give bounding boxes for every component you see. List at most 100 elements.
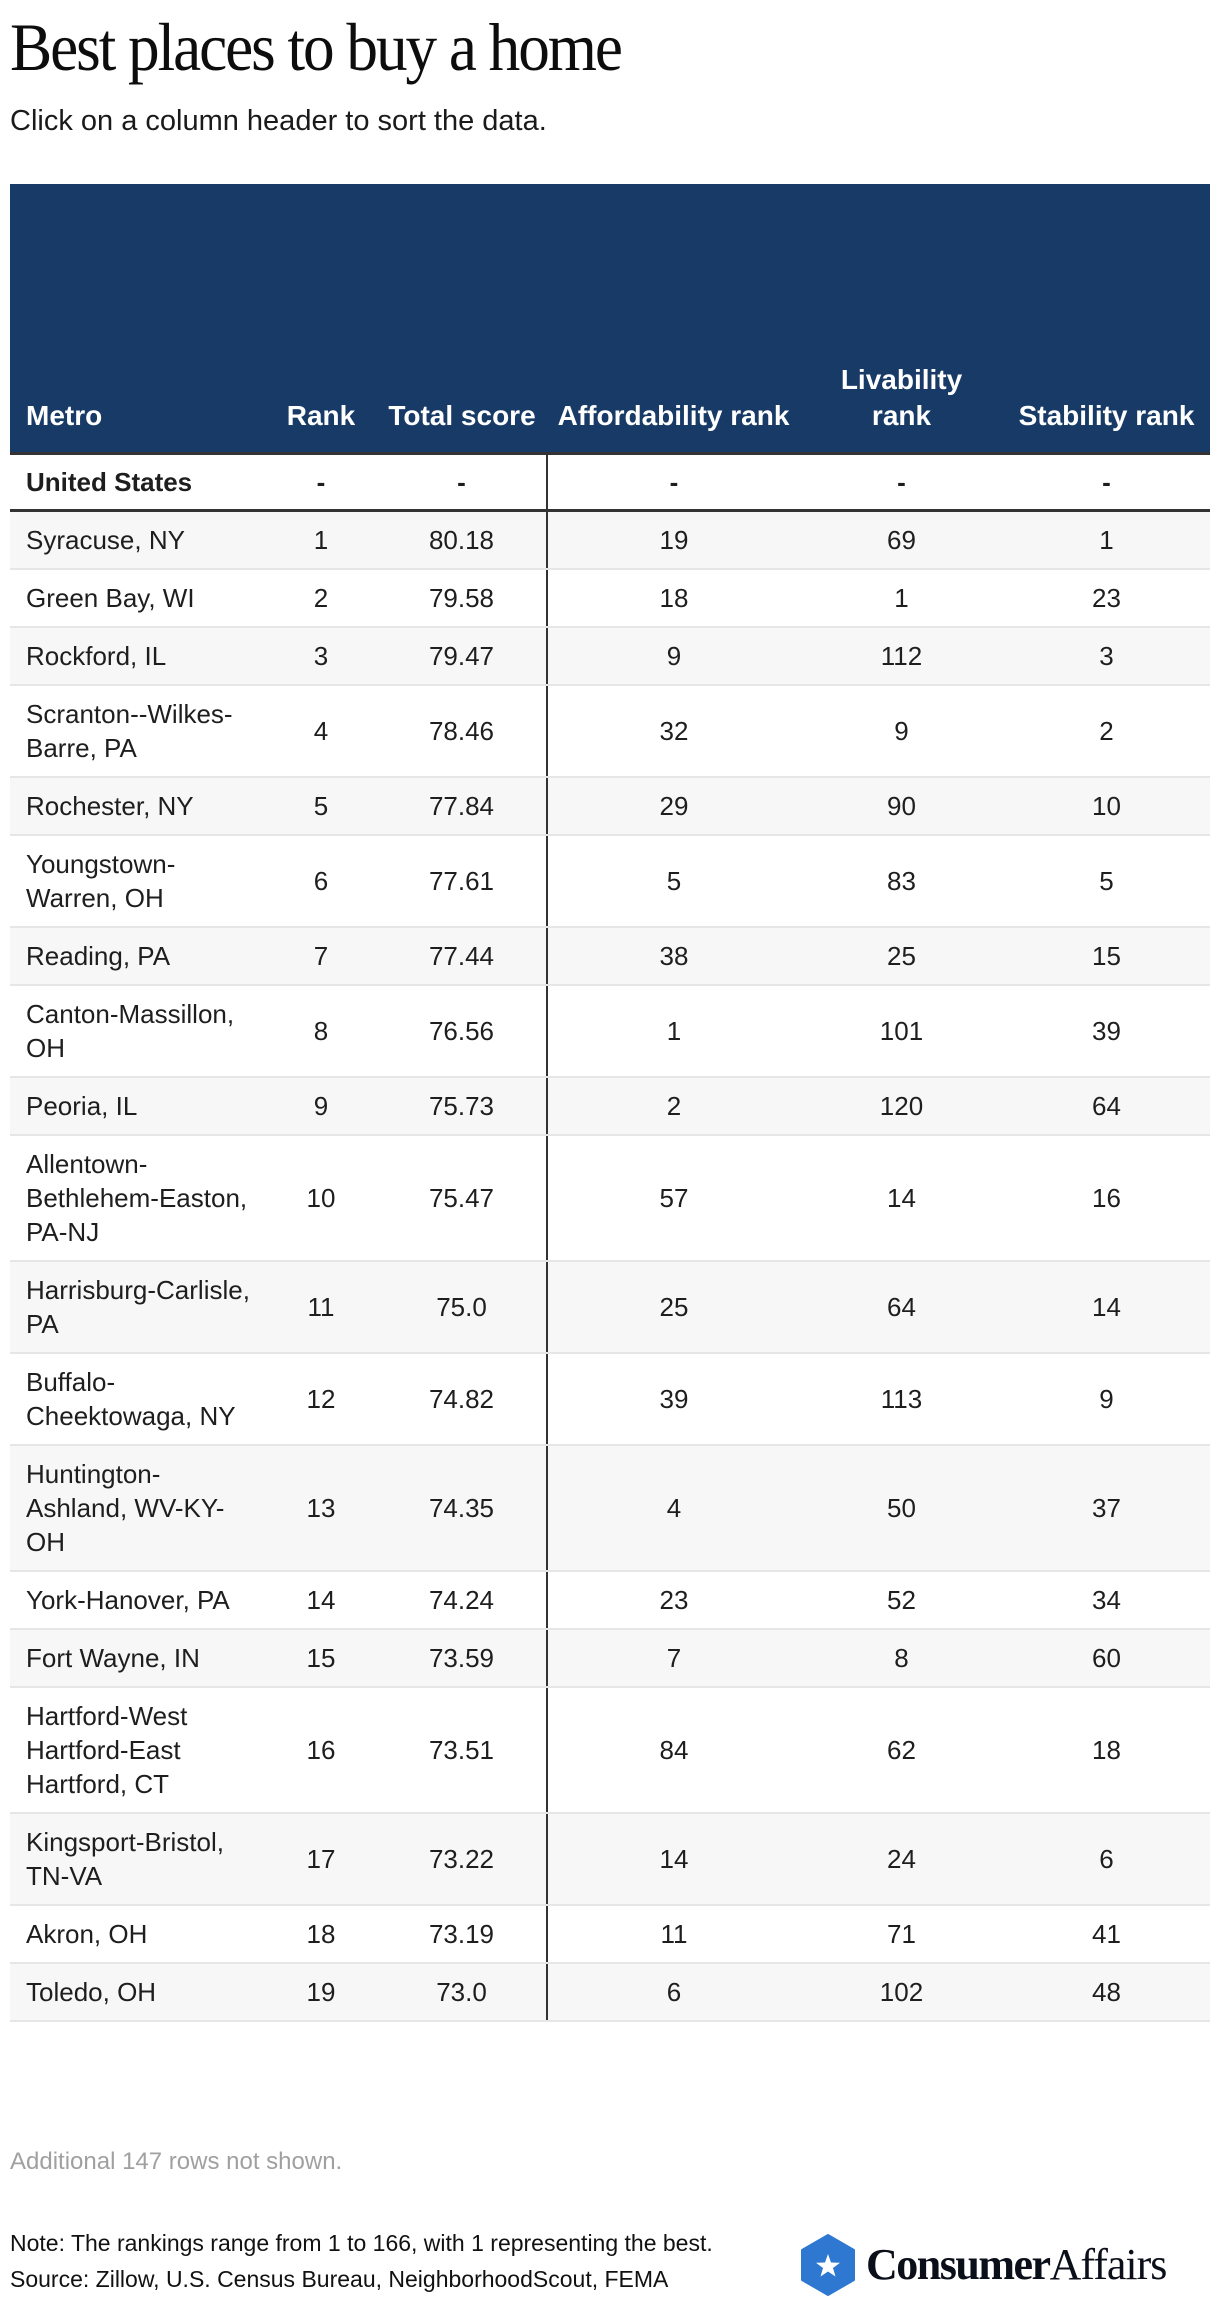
table-row: Syracuse, NY 1 80.18 19 69 1 xyxy=(10,510,1210,570)
affordability-rank-cell: 6 xyxy=(546,1962,800,2022)
rank-cell: - xyxy=(265,453,377,512)
livability-rank-cell: 52 xyxy=(800,1570,1003,1630)
metro-cell: Akron, OH xyxy=(10,1904,265,1964)
stability-rank-cell: 34 xyxy=(1003,1570,1210,1630)
logo-wordmark-light: Affairs xyxy=(1049,2240,1168,2289)
affordability-rank-cell: 32 xyxy=(546,684,800,778)
rank-cell: 2 xyxy=(265,568,377,628)
metro-cell: York-Hanover, PA xyxy=(10,1570,265,1630)
total-score-cell: 76.56 xyxy=(377,984,547,1078)
rank-cell: 16 xyxy=(265,1686,377,1814)
stability-rank-cell: 23 xyxy=(1003,568,1210,628)
column-header-affordability-rank[interactable]: Affordability rank xyxy=(547,184,800,455)
table-header-row: Metro Rank Total score Affordability ran… xyxy=(10,184,1210,455)
affordability-rank-cell: - xyxy=(546,453,800,512)
total-score-cell: 73.19 xyxy=(377,1904,547,1964)
stability-rank-cell: 37 xyxy=(1003,1444,1210,1572)
livability-rank-cell: 112 xyxy=(800,626,1003,686)
stability-rank-cell: 16 xyxy=(1003,1134,1210,1262)
total-score-cell: 74.24 xyxy=(377,1570,547,1630)
page-title: Best places to buy a home xyxy=(10,9,623,85)
metro-cell: Youngstown-Warren, OH xyxy=(10,834,265,928)
metro-cell: Rockford, IL xyxy=(10,626,265,686)
metro-cell: Syracuse, NY xyxy=(10,510,265,570)
metro-cell: Huntington-Ashland, WV-KY-OH xyxy=(10,1444,265,1572)
affordability-rank-cell: 9 xyxy=(546,626,800,686)
table-row: Green Bay, WI 2 79.58 18 1 23 xyxy=(10,568,1210,628)
total-score-cell: 77.61 xyxy=(377,834,547,928)
star-hexagon-icon xyxy=(801,2234,855,2296)
logo-wordmark-bold: Consumer xyxy=(866,2240,1051,2289)
metro-cell: Green Bay, WI xyxy=(10,568,265,628)
rank-cell: 6 xyxy=(265,834,377,928)
us-summary-row: United States - - - - - xyxy=(10,453,1210,512)
table-row: Huntington-Ashland, WV-KY-OH 13 74.35 4 50 37 xyxy=(10,1444,1210,1572)
table-row: Akron, OH 18 73.19 11 71 41 xyxy=(10,1904,1210,1964)
stability-rank-cell: 5 xyxy=(1003,834,1210,928)
metro-cell: United States xyxy=(10,453,265,512)
stability-rank-cell: 14 xyxy=(1003,1260,1210,1354)
total-score-cell: 79.47 xyxy=(377,626,547,686)
column-header-rank[interactable]: Rank xyxy=(265,184,377,455)
livability-rank-cell: 25 xyxy=(800,926,1003,986)
affordability-rank-cell: 7 xyxy=(546,1628,800,1688)
table-row: Buffalo-Cheektowaga, NY 12 74.82 39 113 9 xyxy=(10,1352,1210,1446)
metro-cell: Buffalo-Cheektowaga, NY xyxy=(10,1352,265,1446)
affordability-rank-cell: 4 xyxy=(546,1444,800,1572)
metro-cell: Kingsport-Bristol, TN-VA xyxy=(10,1812,265,1906)
column-header-stability-rank[interactable]: Stability rank xyxy=(1003,184,1210,455)
rank-cell: 5 xyxy=(265,776,377,836)
livability-rank-cell: 83 xyxy=(800,834,1003,928)
livability-rank-cell: 8 xyxy=(800,1628,1003,1688)
rank-cell: 13 xyxy=(265,1444,377,1572)
affordability-rank-cell: 2 xyxy=(546,1076,800,1136)
column-header-livability-rank[interactable]: Livability rank xyxy=(800,184,1003,455)
stability-rank-cell: 9 xyxy=(1003,1352,1210,1446)
metro-cell: Peoria, IL xyxy=(10,1076,265,1136)
footnotes: Note: The rankings range from 1 to 166, … xyxy=(10,2225,713,2297)
rank-cell: 8 xyxy=(265,984,377,1078)
rank-cell: 18 xyxy=(265,1904,377,1964)
rank-cell: 19 xyxy=(265,1962,377,2022)
metro-cell: Harrisburg-Carlisle, PA xyxy=(10,1260,265,1354)
stability-rank-cell: 2 xyxy=(1003,684,1210,778)
table-row: Kingsport-Bristol, TN-VA 17 73.22 14 24 6 xyxy=(10,1812,1210,1906)
total-score-cell: 77.84 xyxy=(377,776,547,836)
rank-cell: 7 xyxy=(265,926,377,986)
metro-cell: Canton-Massillon, OH xyxy=(10,984,265,1078)
column-header-metro[interactable]: Metro xyxy=(10,184,265,455)
affordability-rank-cell: 39 xyxy=(546,1352,800,1446)
total-score-cell: - xyxy=(377,453,547,512)
affordability-rank-cell: 57 xyxy=(546,1134,800,1262)
affordability-rank-cell: 23 xyxy=(546,1570,800,1630)
metro-cell: Hartford-West Hartford-East Hartford, CT xyxy=(10,1686,265,1814)
total-score-cell: 79.58 xyxy=(377,568,547,628)
rank-cell: 15 xyxy=(265,1628,377,1688)
stability-rank-cell: 48 xyxy=(1003,1962,1210,2022)
table-row: Rochester, NY 5 77.84 29 90 10 xyxy=(10,776,1210,836)
livability-rank-cell: 101 xyxy=(800,984,1003,1078)
column-header-total-score[interactable]: Total score xyxy=(377,184,547,455)
table-row: Toledo, OH 19 73.0 6 102 48 xyxy=(10,1962,1210,2022)
affordability-rank-cell: 11 xyxy=(546,1904,800,1964)
livability-rank-cell: 69 xyxy=(800,510,1003,570)
table-row: Hartford-West Hartford-East Hartford, CT… xyxy=(10,1686,1210,1814)
affordability-rank-cell: 14 xyxy=(546,1812,800,1906)
table-row: Scranton--Wilkes-Barre, PA 4 78.46 32 9 2 xyxy=(10,684,1210,778)
more-rows-note: Additional 147 rows not shown. xyxy=(10,2148,343,2175)
table-row: Fort Wayne, IN 15 73.59 7 8 60 xyxy=(10,1628,1210,1688)
table-row: Youngstown-Warren, OH 6 77.61 5 83 5 xyxy=(10,834,1210,928)
livability-rank-cell: 62 xyxy=(800,1686,1003,1814)
table-row: Harrisburg-Carlisle, PA 11 75.0 25 64 14 xyxy=(10,1260,1210,1354)
livability-rank-cell: 90 xyxy=(800,776,1003,836)
total-score-cell: 75.73 xyxy=(377,1076,547,1136)
livability-rank-cell: 1 xyxy=(800,568,1003,628)
metro-cell: Allentown-Bethlehem-Easton, PA-NJ xyxy=(10,1134,265,1262)
table-row: York-Hanover, PA 14 74.24 23 52 34 xyxy=(10,1570,1210,1630)
livability-rank-cell: 102 xyxy=(800,1962,1003,2022)
affordability-rank-cell: 1 xyxy=(546,984,800,1078)
stability-rank-cell: 6 xyxy=(1003,1812,1210,1906)
page-subtitle: Click on a column header to sort the dat… xyxy=(10,105,547,137)
rank-cell: 14 xyxy=(265,1570,377,1630)
stability-rank-cell: 10 xyxy=(1003,776,1210,836)
